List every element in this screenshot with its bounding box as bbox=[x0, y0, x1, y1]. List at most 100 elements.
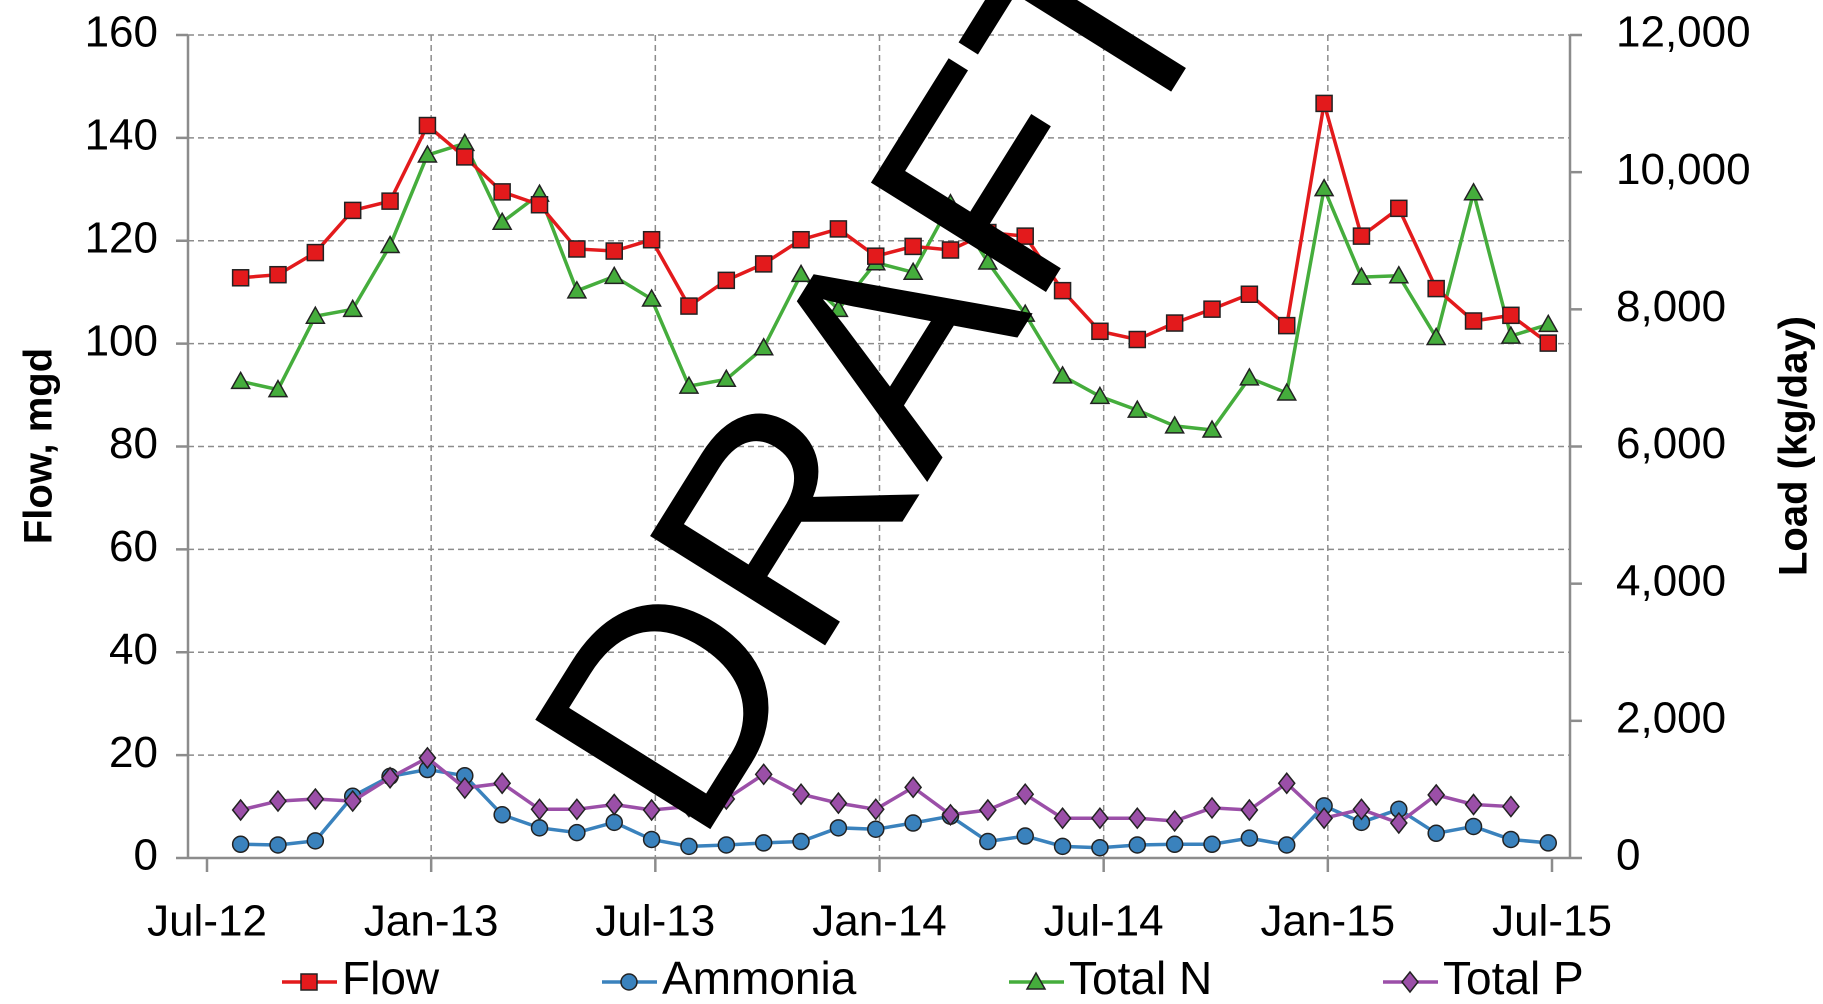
marker bbox=[1464, 312, 1483, 330]
marker bbox=[1016, 227, 1034, 245]
y2-axis-title: Load (kg/day) bbox=[1772, 316, 1816, 576]
y-tick-label: 120 bbox=[85, 213, 158, 262]
marker bbox=[343, 201, 362, 220]
x-tick-label: Jul-14 bbox=[1044, 897, 1164, 946]
marker bbox=[867, 820, 885, 838]
watermark: DRAFT bbox=[467, 0, 1282, 884]
marker bbox=[1201, 419, 1223, 438]
marker bbox=[568, 240, 586, 258]
marker bbox=[1401, 970, 1419, 994]
marker bbox=[605, 813, 623, 832]
marker bbox=[1091, 322, 1109, 341]
marker bbox=[1052, 365, 1073, 384]
marker bbox=[1277, 836, 1296, 854]
marker bbox=[230, 370, 251, 390]
marker bbox=[1464, 817, 1483, 836]
marker bbox=[1016, 827, 1034, 845]
marker bbox=[456, 148, 474, 166]
marker bbox=[680, 297, 698, 315]
marker bbox=[1500, 325, 1522, 344]
marker bbox=[379, 235, 401, 254]
marker bbox=[1239, 367, 1260, 386]
marker bbox=[641, 288, 662, 307]
x-tick-label: Jan-15 bbox=[1261, 897, 1396, 946]
marker bbox=[269, 789, 287, 813]
marker bbox=[792, 832, 810, 851]
marker bbox=[904, 237, 922, 256]
x-tick-label: Jan-13 bbox=[364, 897, 499, 946]
x-tick-label: Jul-15 bbox=[1492, 897, 1612, 946]
marker bbox=[1463, 182, 1484, 201]
marker bbox=[1315, 807, 1334, 830]
marker bbox=[306, 832, 325, 850]
marker bbox=[1053, 807, 1072, 830]
marker bbox=[567, 798, 586, 821]
marker bbox=[1128, 836, 1147, 854]
y-axis-title: Flow, mgd bbox=[17, 348, 61, 544]
marker bbox=[1351, 266, 1372, 285]
marker bbox=[867, 247, 885, 265]
marker bbox=[300, 973, 318, 991]
y2-tick-label: 12,000 bbox=[1616, 8, 1751, 57]
marker bbox=[866, 798, 885, 821]
marker bbox=[603, 265, 625, 285]
marker bbox=[381, 192, 399, 210]
marker bbox=[305, 305, 326, 324]
marker bbox=[1016, 783, 1035, 806]
y2-tick-label: 6,000 bbox=[1616, 419, 1726, 468]
marker bbox=[1537, 313, 1559, 333]
marker bbox=[642, 830, 661, 849]
marker bbox=[829, 791, 848, 815]
marker bbox=[1165, 314, 1184, 332]
legend-label: Ammonia bbox=[662, 952, 857, 1004]
marker bbox=[940, 193, 961, 212]
marker bbox=[566, 280, 588, 299]
marker bbox=[1352, 227, 1371, 245]
marker bbox=[418, 746, 437, 770]
marker bbox=[342, 298, 363, 318]
marker bbox=[1240, 829, 1259, 847]
marker bbox=[530, 819, 549, 837]
marker bbox=[1501, 795, 1520, 818]
marker bbox=[904, 814, 922, 832]
marker bbox=[1277, 772, 1296, 795]
marker bbox=[977, 251, 999, 270]
marker bbox=[753, 337, 774, 356]
y2-tick-label: 0 bbox=[1616, 831, 1640, 880]
marker bbox=[1127, 399, 1148, 418]
marker bbox=[530, 195, 549, 214]
marker bbox=[829, 819, 848, 837]
marker bbox=[1203, 796, 1221, 820]
marker bbox=[1128, 330, 1147, 349]
marker bbox=[678, 375, 700, 394]
marker bbox=[792, 783, 811, 806]
marker bbox=[1203, 835, 1221, 854]
marker bbox=[1502, 306, 1520, 325]
marker bbox=[343, 789, 362, 813]
marker bbox=[904, 776, 923, 799]
marker bbox=[979, 223, 997, 242]
marker bbox=[568, 823, 586, 842]
marker bbox=[1053, 837, 1072, 856]
marker bbox=[979, 832, 997, 851]
marker bbox=[454, 132, 476, 152]
marker bbox=[1539, 334, 1558, 352]
marker bbox=[717, 271, 736, 290]
marker bbox=[1277, 316, 1296, 335]
marker bbox=[455, 776, 474, 800]
marker bbox=[829, 220, 848, 238]
marker bbox=[1091, 838, 1109, 857]
x-tick-label: Jul-12 bbox=[147, 897, 267, 946]
marker bbox=[1313, 178, 1335, 197]
marker bbox=[1165, 809, 1184, 833]
marker bbox=[680, 837, 698, 856]
marker bbox=[1427, 783, 1446, 807]
marker bbox=[493, 772, 512, 795]
marker bbox=[1502, 830, 1520, 849]
legend-label: Total N bbox=[1069, 952, 1212, 1004]
y-tick-label: 160 bbox=[85, 8, 158, 57]
marker bbox=[1315, 94, 1333, 113]
marker bbox=[530, 798, 549, 821]
legend-label: Total P bbox=[1443, 952, 1584, 1004]
